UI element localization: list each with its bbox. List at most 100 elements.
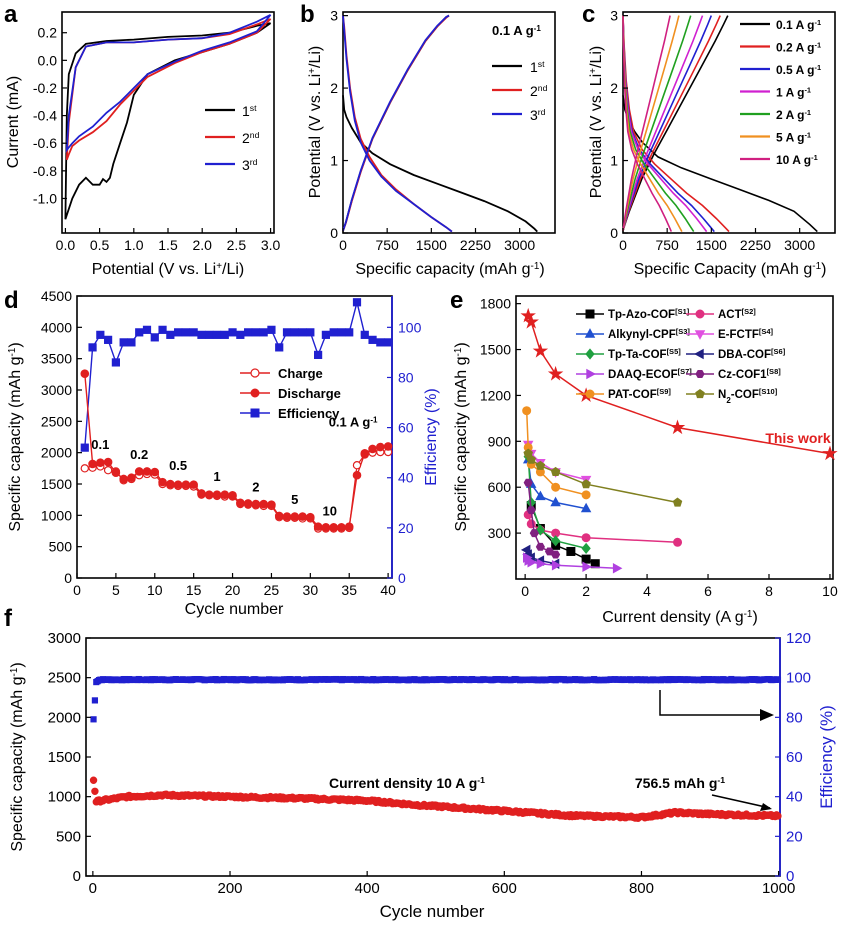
panel-b-legend-label: 1st [530, 59, 545, 75]
discharge-point [134, 467, 144, 476]
panel-d-xtick-label: 15 [186, 582, 202, 598]
panel-d-legend-marker [250, 368, 260, 378]
panel-f-axis-arrow-head [760, 709, 774, 721]
comparison-point [536, 558, 547, 569]
panel-c-xtick-label: 2250 [740, 237, 771, 253]
panel-f-end-arrow-line [711, 794, 771, 809]
efficiency-point [360, 330, 369, 339]
panel-c-legend-label: 2 A g-1 [776, 108, 811, 123]
panel-d-legend-label: Discharge [278, 386, 341, 401]
efficiency-point [244, 328, 253, 337]
efficiency-point [376, 338, 385, 347]
panel-e-legend-marker [584, 328, 596, 338]
panel-f-annotation-center: Current density 10 A g-1 [329, 775, 485, 791]
panel-d-y2tick-label: 60 [398, 420, 414, 436]
gcd-curve-2nd-charge [342, 14, 450, 232]
panel-e-legend-label: N2-COF[S10] [718, 387, 778, 405]
panel-f-ytick-label: 1500 [48, 749, 81, 766]
panel-c-ytick-label: 0 [610, 225, 618, 241]
panel-b-legend-label: 3rd [530, 107, 546, 123]
efficiency-point [88, 343, 97, 352]
efficiency-point [384, 338, 393, 347]
panel-b-ytick-label: 0 [330, 225, 338, 241]
comparison-point [551, 559, 562, 571]
comparison-point [612, 563, 623, 574]
comparison-point [580, 502, 592, 513]
rate-label: 0.1 A g-1 [329, 414, 378, 429]
panel-e-xtick-label: 6 [704, 583, 712, 599]
panel-f-ytick-label: 2000 [48, 709, 81, 726]
gcd-curve-3rd-discharge [342, 15, 453, 233]
efficiency-point [119, 338, 128, 347]
panel-b-xlabel: Specific capacity (mAh g-1) [355, 261, 544, 279]
efficiency-point [220, 330, 229, 339]
panel-e-legend-label: E-FCTF[S4] [718, 327, 774, 342]
panel-d-ytick-label: 2000 [41, 445, 72, 461]
panel-e-legend-marker [585, 348, 595, 360]
panel-f-long-cycle-chart: 0 200 400 600 800 100005001000150020002500300… [9, 630, 837, 921]
discharge-point [329, 522, 338, 532]
panel-e-xtick-label: 2 [582, 583, 590, 599]
discharge-point [150, 467, 160, 477]
panel-e-ylabel: Specific capacity (mAh g-1) [453, 342, 471, 531]
panel-f-y2label: Efficiency (%) [817, 705, 836, 809]
panel-e-legend-label: DAAQ-ECOF[S7] [608, 367, 692, 382]
capacity-point [91, 787, 99, 795]
discharge-point [243, 499, 253, 508]
panel-c-frame [622, 11, 836, 234]
charge-point [80, 464, 89, 473]
panel-d-ylabel: Specific capacity (mAh g-1) [7, 342, 25, 531]
panel-f-y2tick-label: 80 [786, 709, 803, 726]
efficiency-point [150, 333, 159, 342]
panel-e-xtick-label: 8 [765, 583, 773, 599]
discharge-point [119, 474, 128, 484]
comparison-point [520, 307, 536, 323]
panel-e-annotation: This work [765, 430, 831, 446]
discharge-point [344, 522, 354, 531]
panel-d-ytick-label: 500 [49, 539, 73, 555]
panel-f-y2tick-label: 40 [786, 789, 803, 806]
panel-f-xlabel: Cycle number [380, 902, 485, 921]
panel-b-xtick-label: 3000 [504, 237, 535, 253]
panel-f-xtick-label: 200 [217, 880, 242, 897]
comparison-point [673, 537, 683, 547]
discharge-point [189, 480, 198, 489]
charge-line [84, 451, 389, 530]
panel-c-legend-label: 1 A g-1 [776, 85, 811, 100]
panel-d-ytick-label: 1000 [41, 507, 72, 523]
efficiency-point [314, 350, 323, 360]
panel-a-xlabel: Potential (V vs. Li+/Li) [92, 261, 245, 279]
panel-b-xtick-label: 0 [339, 237, 347, 253]
panel-d-legend-marker [250, 408, 260, 418]
discharge-point [376, 442, 385, 452]
discharge-point [88, 459, 97, 469]
efficiency-point [205, 330, 214, 339]
comparison-point [547, 365, 564, 381]
panel-label-b: b [300, 1, 315, 28]
efficiency-point [197, 330, 206, 339]
efficiency-point [80, 443, 89, 452]
panel-c-legend-label: 10 A g-1 [776, 153, 818, 168]
panel-f-xtick-label: 1000 [762, 880, 795, 897]
discharge-point [111, 468, 121, 478]
panel-d-ytick-label: 1500 [41, 476, 72, 492]
discharge-point [352, 470, 362, 480]
comparison-line [527, 514, 678, 544]
efficiency-point [189, 328, 198, 337]
panel-a-xtick-label: 0.5 [90, 237, 110, 253]
discharge-point [204, 490, 214, 499]
efficiency-point [352, 298, 362, 307]
discharge-point [251, 499, 261, 509]
panel-c-ytick-label: 3 [610, 8, 618, 24]
comparison-point [581, 533, 591, 543]
efficiency-point [337, 328, 346, 337]
efficiency-point [290, 328, 299, 337]
panel-e-legend-marker [586, 368, 596, 380]
cv-curve-1st [64, 22, 272, 220]
panel-label-a: a [4, 1, 18, 28]
panel-e-legend-label: ACT[S2] [718, 307, 756, 322]
panel-e-comparison-chart: 0 2 4 6 8 10 300 600 900 1200 1500 1800 Current dens… [453, 295, 838, 626]
efficiency-point [104, 335, 113, 344]
panel-e-legend-marker [695, 388, 705, 399]
